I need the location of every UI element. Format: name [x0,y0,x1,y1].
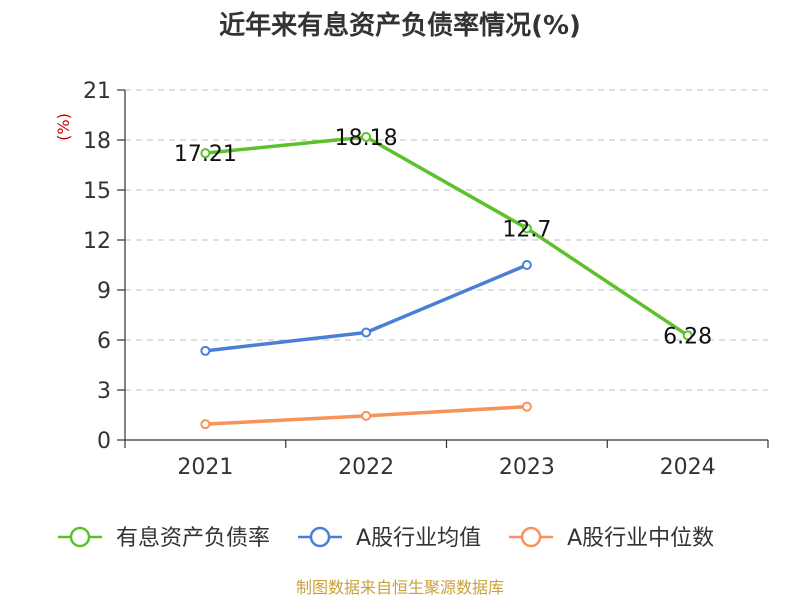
y-tick-label: 15 [83,179,111,204]
data-point [521,401,532,412]
x-tick-label: 2024 [660,455,716,480]
y-tick-label: 0 [97,429,111,454]
data-point [521,223,532,234]
data-point [521,260,532,270]
legend-label: 有息资产负债率 [116,526,270,551]
y-tick-label: 21 [83,79,111,104]
source-note: 制图数据来自恒生聚源数据库 [296,578,504,597]
data-label: 18.18 [335,126,398,151]
legend-swatch-marker [520,526,542,548]
y-tick-label: 9 [97,279,111,304]
x-tick-label: 2022 [338,455,394,480]
data-point [361,132,372,142]
legend-swatch-marker [309,526,331,548]
data-point [200,345,211,356]
axes: 0 3 6 9 12 15 18 21 2021 2022 2023 2024 [83,79,769,480]
data-point [200,148,211,159]
series-layer: 17.21 18.18 12.7 6.28 [174,126,712,430]
legend: 有息资产负债率 A股行业均值 A股行业中位数 [58,526,714,551]
y-tick-label: 3 [97,379,111,404]
data-label: 6.28 [663,324,712,349]
series-line [203,263,529,353]
legend-label: A股行业均值 [356,526,481,551]
y-tick-label: 12 [83,229,111,254]
grid [125,89,768,391]
data-label: 17.21 [174,142,237,167]
y-tick-label: 18 [83,129,111,154]
legend-swatch-marker [69,526,91,548]
x-tick-label: 2021 [177,455,233,480]
chart-title: 近年来有息资产负债率情况(%) [219,10,581,41]
legend-label: A股行业中位数 [567,526,714,551]
series-line [203,135,690,338]
data-label: 12.7 [502,217,551,242]
data-point [361,410,372,421]
data-point [361,327,372,338]
y-tick-label: 6 [97,329,111,354]
data-point [200,419,211,430]
data-point [682,330,693,341]
x-tick-label: 2023 [499,455,555,480]
y-unit-label: (%) [54,113,73,141]
